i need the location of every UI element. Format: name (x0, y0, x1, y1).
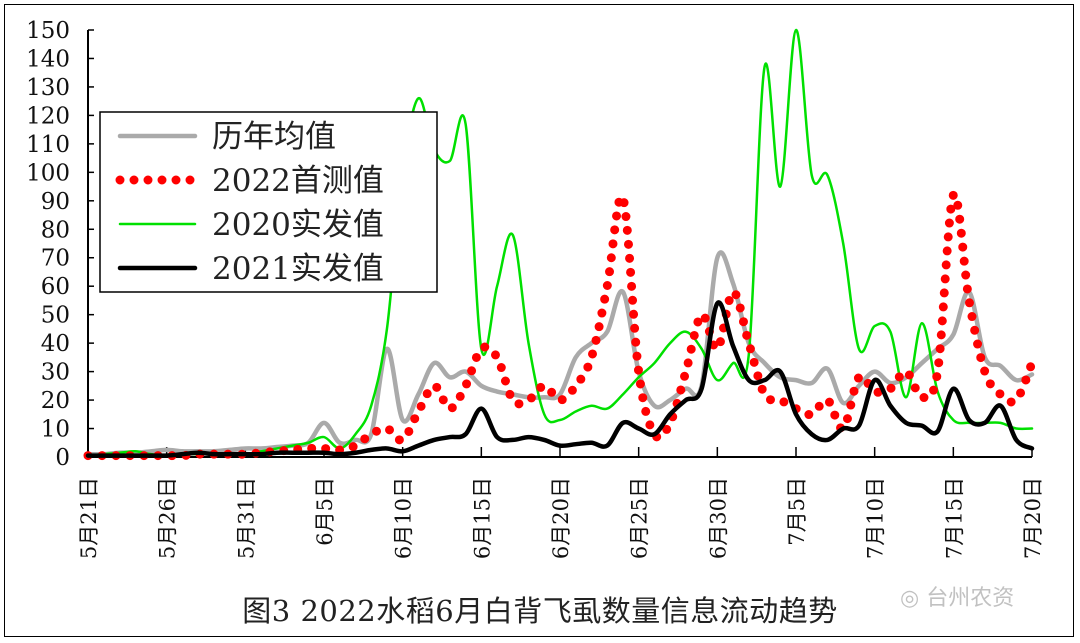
y-tick-label: 40 (41, 331, 70, 357)
watermark-text: 台州农资 (926, 586, 1015, 611)
y-tick-label: 140 (26, 46, 70, 72)
x-tick-label: 7月20日 (1021, 477, 1045, 559)
y-tick-label: 30 (41, 360, 70, 386)
legend-label: 历年均值 (212, 119, 336, 155)
y-tick-label: 20 (41, 388, 70, 414)
series-line-2 (86, 28, 1034, 457)
x-tick-label: 6月30日 (706, 477, 730, 559)
series-line-0 (85, 250, 1035, 457)
legend-label: 2022首测值 (212, 163, 384, 199)
x-tick-label: 5月26日 (156, 477, 180, 559)
x-tick-label: 7月15日 (942, 477, 966, 559)
legend-label: 2021实发值 (212, 251, 384, 287)
y-tick-label: 90 (41, 189, 70, 215)
y-tick-label: 110 (26, 132, 70, 158)
watermark: ◎ 台州农资 (900, 580, 1014, 612)
y-tick-label: 70 (41, 246, 70, 272)
x-tick-label: 7月10日 (864, 477, 888, 559)
x-tick-label: 6月5日 (313, 477, 337, 546)
x-tick-label: 7月5日 (785, 477, 809, 546)
series-line-3 (85, 300, 1035, 458)
legend-label: 2020实发值 (212, 207, 384, 243)
chart-title: 图3 2022水稻6月白背飞虱数量信息流动趋势 (242, 594, 838, 628)
x-tick-label: 6月10日 (392, 477, 416, 559)
y-tick-label: 150 (26, 18, 70, 44)
x-tick-label: 6月25日 (628, 477, 652, 559)
y-tick-label: 120 (26, 103, 70, 129)
y-tick-label: 80 (41, 217, 70, 243)
x-tick-label: 5月31日 (234, 477, 258, 559)
y-tick-label: 100 (26, 160, 70, 186)
y-tick-label: 10 (41, 417, 70, 443)
y-tick-label: 0 (55, 445, 70, 471)
y-tick-label: 60 (41, 274, 70, 300)
x-tick-label: 5月21日 (77, 477, 101, 559)
image-frame (4, 4, 1074, 637)
x-tick-label: 6月15日 (470, 477, 494, 559)
x-tick-label: 6月20日 (549, 477, 573, 559)
y-tick-label: 130 (26, 75, 70, 101)
wechat-icon: ◎ (900, 586, 920, 611)
legend-box (99, 111, 438, 293)
y-tick-label: 50 (41, 303, 70, 329)
